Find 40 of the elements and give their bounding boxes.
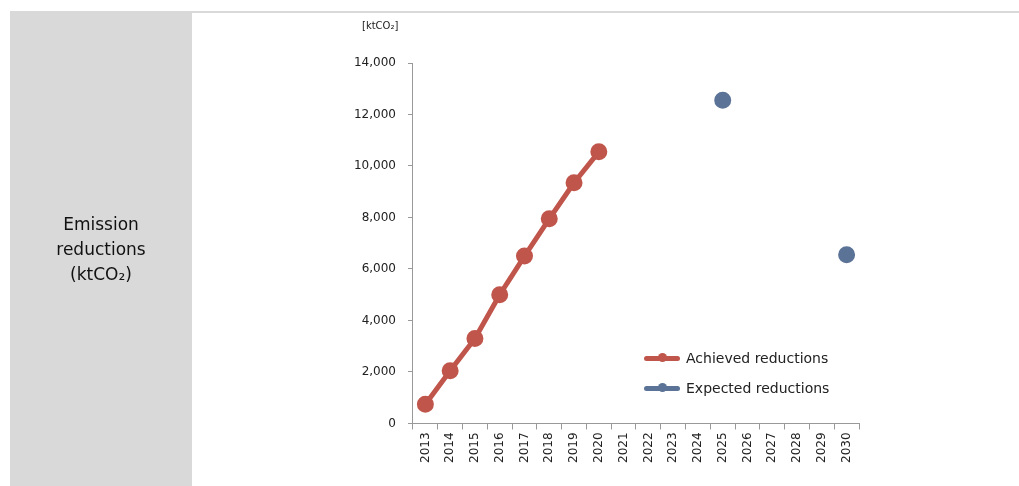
x-tick-label: 2022 (640, 432, 655, 464)
legend-label: Achieved reductions (686, 350, 829, 367)
point (466, 330, 484, 347)
x-tick-label: 2027 (764, 432, 779, 464)
y-tick-label: 10,000 (353, 158, 396, 173)
y-tick-label: 2,000 (361, 364, 396, 379)
x-tick-label: 2018 (541, 432, 556, 464)
y-tick-label: 12,000 (353, 106, 396, 121)
y-tick-label: 0 (388, 415, 396, 430)
x-tick-label: 2023 (665, 432, 680, 464)
y-tick-label: 14,000 (353, 55, 396, 70)
x-tick-label: 2015 (467, 432, 482, 464)
point (714, 91, 732, 109)
point (515, 247, 533, 265)
point (540, 210, 558, 228)
x-tick-label: 2016 (491, 432, 506, 464)
point (838, 246, 856, 264)
y-tick-label: 6,000 (361, 261, 396, 276)
x-tick-label: 2026 (739, 432, 754, 464)
x-tick-label: 2024 (690, 432, 705, 464)
legend-label: Expected reductions (686, 380, 830, 397)
x-tick-label: 2029 (813, 432, 828, 464)
point (416, 395, 434, 413)
y-tick-label: 8,000 (361, 209, 396, 224)
x-tick-label: 2021 (615, 432, 630, 464)
point (565, 174, 583, 192)
x-tick-label: 2028 (789, 432, 804, 464)
x-tick-label: 2019 (566, 432, 581, 464)
x-tick-label: 2013 (417, 432, 432, 464)
point (441, 362, 459, 380)
x-tick-label: 2014 (442, 432, 457, 464)
x-tick-label: 2025 (714, 432, 729, 464)
y-tick-label: 4,000 (361, 312, 396, 327)
y-axis-title: [ktCO₂] (362, 20, 399, 31)
point (491, 286, 509, 304)
x-tick-label: 2020 (590, 432, 605, 464)
text: Emission reductions (ktCO₂) (55, 213, 147, 286)
x-tick-label: 2017 (516, 432, 531, 464)
x-tick-label: 2030 (838, 432, 853, 464)
point (590, 143, 608, 161)
